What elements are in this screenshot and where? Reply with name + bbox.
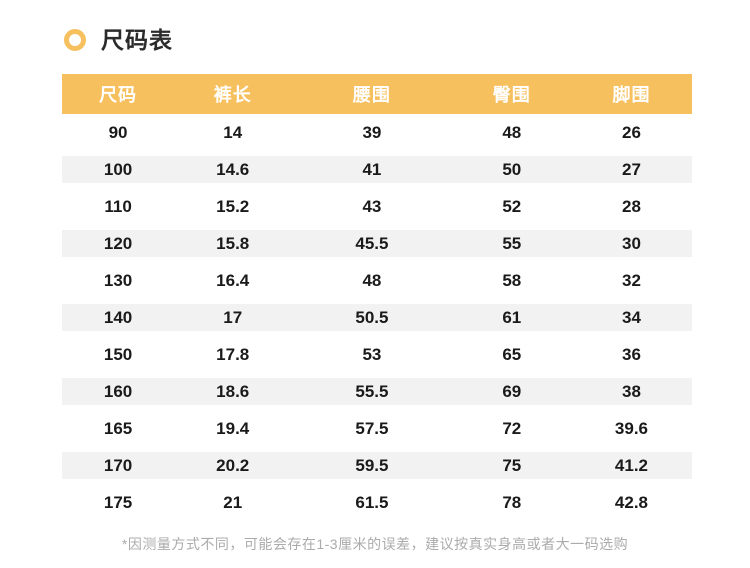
table-cell: 65 <box>502 344 522 364</box>
table-cell: 58 <box>502 270 522 290</box>
size-table-header-row: 尺码 裤长 腰围 臀围 脚围 <box>62 74 692 114</box>
table-row: 175 21 61.5 78 42.8 <box>62 484 692 521</box>
table-row: 140 17 50.5 61 34 <box>62 299 692 336</box>
table-cell: 52 <box>502 196 522 216</box>
table-cell: 20.2 <box>216 455 250 475</box>
table-cell: 55 <box>502 233 522 253</box>
table-row-stripe: 100 14.6 41 50 27 <box>62 156 692 183</box>
table-cell: 27 <box>622 159 641 179</box>
table-cell: 14 <box>223 122 243 142</box>
table-cell: 38 <box>622 381 641 401</box>
size-table: 尺码 裤长 腰围 臀围 脚围 90 14 39 48 26 100 14.6 41 50 27 110 15.… <box>62 74 692 521</box>
table-cell: 150 <box>103 344 133 364</box>
table-cell: 110 <box>104 196 132 216</box>
table-row: 170 20.2 59.5 75 41.2 <box>62 447 692 484</box>
table-cell: 160 <box>103 381 133 401</box>
table-cell: 130 <box>103 270 133 290</box>
table-cell: 61 <box>502 307 522 327</box>
table-cell: 28 <box>622 196 641 216</box>
table-row-stripe: 160 18.6 55.5 69 38 <box>62 378 692 405</box>
table-cell: 50 <box>502 159 522 179</box>
table-row-stripe: 90 14 39 48 26 <box>62 119 692 146</box>
circle-bullet-icon <box>64 29 86 51</box>
table-cell: 100 <box>103 159 133 179</box>
table-cell: 32 <box>622 270 641 290</box>
header-cell-4: 脚围 <box>612 85 651 105</box>
table-cell: 48 <box>362 270 382 290</box>
table-cell: 17.8 <box>216 344 250 364</box>
table-cell: 43 <box>362 196 382 216</box>
measurement-note: *因测量方式不同，可能会存在1-3厘米的误差，建议按真实身高或者大一码选购 <box>121 536 629 552</box>
table-cell: 69 <box>502 381 522 401</box>
table-row: 90 14 39 48 26 <box>62 114 692 151</box>
table-row: 150 17.8 53 65 36 <box>62 336 692 373</box>
table-cell: 61.5 <box>355 492 389 512</box>
table-row-stripe: 175 21 61.5 78 42.8 <box>62 489 692 516</box>
header-cell-3: 臀围 <box>492 85 531 105</box>
table-cell: 140 <box>103 307 133 327</box>
table-row-stripe: 165 19.4 57.5 72 39.6 <box>62 415 692 442</box>
header-cell-0: 尺码 <box>99 85 138 105</box>
table-row-stripe: 150 17.8 53 65 36 <box>62 341 692 368</box>
table-cell: 19.4 <box>216 418 250 438</box>
table-cell: 39.6 <box>614 418 649 438</box>
size-chart-section: 尺码表 尺码 裤长 腰围 臀围 脚围 90 14 39 48 26 100 14.6 41 50 27 11… <box>0 0 750 552</box>
table-cell: 72 <box>502 418 522 438</box>
table-cell: 50.5 <box>355 307 389 327</box>
table-row-stripe: 120 15.8 45.5 55 30 <box>62 230 692 257</box>
table-cell: 59.5 <box>355 455 389 475</box>
table-row: 165 19.4 57.5 72 39.6 <box>62 410 692 447</box>
table-cell: 78 <box>502 492 522 512</box>
table-row: 130 16.4 48 58 32 <box>62 262 692 299</box>
table-cell: 53 <box>362 344 382 364</box>
table-row-stripe: 130 16.4 48 58 32 <box>62 267 692 294</box>
header-cell-2: 腰围 <box>352 85 391 105</box>
table-cell: 18.6 <box>216 381 250 401</box>
table-cell: 39 <box>362 122 382 142</box>
table-row-stripe: 140 17 50.5 61 34 <box>62 304 692 331</box>
table-cell: 90 <box>108 122 128 142</box>
size-table-body: 90 14 39 48 26 100 14.6 41 50 27 110 15.2 43 52 28 120 1… <box>62 114 692 521</box>
table-cell: 165 <box>103 418 133 438</box>
table-row: 120 15.8 45.5 55 30 <box>62 225 692 262</box>
table-row: 100 14.6 41 50 27 <box>62 151 692 188</box>
table-row-stripe: 170 20.2 59.5 75 41.2 <box>62 452 692 479</box>
table-cell: 48 <box>502 122 522 142</box>
table-cell: 34 <box>622 307 641 327</box>
table-cell: 45.5 <box>355 233 389 253</box>
section-header: 尺码表 <box>0 0 750 54</box>
header-cell-1: 裤长 <box>213 85 252 105</box>
table-cell: 170 <box>103 455 133 475</box>
table-cell: 175 <box>103 492 133 512</box>
table-cell: 42.8 <box>614 492 649 512</box>
table-row: 160 18.6 55.5 69 38 <box>62 373 692 410</box>
table-cell: 17 <box>223 307 243 327</box>
table-cell: 36 <box>622 344 641 364</box>
table-cell: 41 <box>362 159 382 179</box>
table-cell: 75 <box>502 455 522 475</box>
table-cell: 16.4 <box>216 270 250 290</box>
table-cell: 41.2 <box>614 455 649 475</box>
table-cell: 120 <box>103 233 133 253</box>
table-cell: 14.6 <box>216 159 250 179</box>
table-row: 110 15.2 43 52 28 <box>62 188 692 225</box>
table-cell: 57.5 <box>355 418 389 438</box>
page-title: 尺码表 <box>101 27 173 53</box>
table-cell: 21 <box>223 492 243 512</box>
table-row-stripe: 110 15.2 43 52 28 <box>62 193 692 220</box>
table-cell: 30 <box>622 233 641 253</box>
table-cell: 15.8 <box>216 233 250 253</box>
table-cell: 15.2 <box>216 196 250 216</box>
table-cell: 55.5 <box>355 381 389 401</box>
table-cell: 26 <box>622 122 641 142</box>
